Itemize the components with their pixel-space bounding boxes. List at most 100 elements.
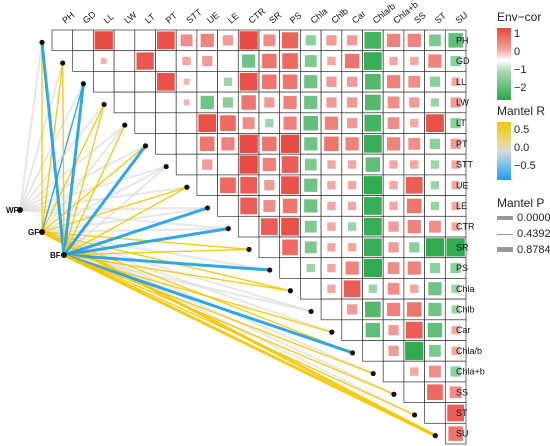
anchor-dot-pt [142,143,149,149]
mantel-link-bf-gd [62,63,65,256]
corr-square-gd-stt [182,56,191,66]
corr-square-pt-car [345,137,359,151]
grid-cell-gd-le [217,50,239,72]
corr-square-lt-car [347,118,358,129]
grid-cell-chla-plus-b-chla-plus-b [382,360,405,383]
row-label-ctr: CTR [456,222,475,232]
corr-square-ph-su [448,33,463,48]
node-label-gf: GF [28,228,39,237]
corr-square-le-st [430,201,440,211]
row-label-le: LE [456,201,467,211]
node-dot-gf [39,229,45,235]
corr-square-chlb-su [451,305,460,314]
corr-square-ctr-su [451,222,460,231]
mantel-link-bf-le [63,206,209,257]
corr-square-ue-sr [264,180,275,191]
grid-cell-ll-lt [134,71,156,93]
mantel-p-row-3: 0.8784 [497,244,550,256]
row-label-sr: SR [456,242,469,252]
corr-square-chlb-chla-over-b [365,301,381,318]
mantel-p-row-1: 0.0000 [497,212,550,224]
corr-square-le-chlb [327,201,336,211]
corr-square-ph-le [222,35,234,46]
mantel-link-bf-stt [63,165,167,256]
grid-cell-stt-stt [175,153,198,176]
corr-square-lt-chlb [324,116,339,130]
corr-square-lw-chla-over-b [365,94,381,111]
grid-cell-pt-pt [155,133,177,155]
corr-square-ll-car [347,76,358,87]
corr-square-ue-st [430,181,440,190]
corr-square-pt-ue [200,136,215,152]
row-label-ph: PH [456,35,469,45]
mantel-link-bf-lt [63,124,126,256]
row-label-chla-plus-b: Chla+b [456,367,485,377]
corr-square-ctr-chla [304,220,317,233]
corr-square-car-st [427,322,443,338]
corr-square-le-chla [304,199,318,213]
row-label-ps: PS [456,263,468,273]
corr-square-stt-car [347,160,357,169]
corr-square-ph-sr [263,34,276,47]
corr-square-pt-chla-over-b [363,134,382,153]
corr-square-stt-ue [202,159,213,170]
corr-square-stt-su [451,160,460,169]
corr-square-ll-stt [183,78,190,85]
mantel-r-tick-high: 0.5 [514,124,530,136]
row-label-car: Car [456,325,471,335]
corr-square-ctr-chla-over-b [363,217,382,236]
env-cor-tick-0: 0 [514,46,521,58]
row-label-chla-over-b: Chla/b [456,346,482,356]
grid-cell-ll-lw [113,71,136,93]
anchor-dot-ph [39,39,45,45]
corr-square-ps-car [345,261,359,275]
corr-square-lt-chla-over-b [364,114,382,132]
row-label-gd: GD [456,56,470,66]
corr-square-ll-chla-over-b [365,73,381,90]
grid-cell-lt-lt [134,112,156,134]
corr-square-lw-chlb [326,97,337,108]
grid-cell-gd-lw [113,50,136,72]
corr-square-ps-chla-over-b [363,258,382,278]
grid-cell-ss-ss [403,381,425,403]
anchor-dot-gd [60,60,66,66]
grid-cell-le-le [217,195,239,217]
corr-square-lt-ue [198,114,217,133]
corr-square-ph-pt [156,31,175,50]
corr-square-ps-chla [306,263,315,273]
col-label-chla-over-b: Chla/b [371,1,397,25]
corr-square-pt-ctr [239,134,258,153]
corr-square-ph-ctr [239,31,258,50]
corr-square-chla-over-b-ss [405,341,424,360]
corr-square-chla-over-b-st [429,344,441,357]
corr-square-pt-su [450,138,461,149]
corr-square-lt-chla [303,115,318,131]
corr-square-stt-chla [304,158,317,171]
corr-square-ue-ps [281,176,299,195]
corr-square-ll-ps [282,74,298,89]
mantel-p-label-2: 0.4392 [517,228,550,240]
grid-cell-chla-chla [300,278,322,300]
anchor-dot-ctr [225,226,231,232]
corr-square-le-chla-plus-b [389,201,398,211]
mantel-link-gf-chla-over-b [41,231,353,354]
corr-square-ll-su [451,77,460,86]
node-dot-wf [17,207,23,213]
row-label-chlb: Chlb [456,304,475,314]
mantel-link-bf-lw [63,104,105,256]
corr-square-chlb-st [428,302,442,317]
mantel-link-bf-ps [63,253,270,272]
corr-square-ps-chla-plus-b [387,262,400,274]
grid-cell-ll-ue [196,71,218,93]
mantel-p-label-1: 0.0000 [517,212,550,224]
grid-cell-lw-lw [113,91,136,114]
col-label-ue: UE [205,10,221,26]
col-label-ss: SS [412,10,428,25]
mantel-link-bf-pt [62,144,147,256]
mantel-link-bf-ph [40,42,66,256]
corr-square-ue-chla-plus-b [389,181,398,190]
anchor-dot-ps [267,267,273,273]
corr-square-lt-su [450,118,461,129]
col-label-sr: SR [267,10,283,26]
corr-square-ps-ss [407,261,421,275]
